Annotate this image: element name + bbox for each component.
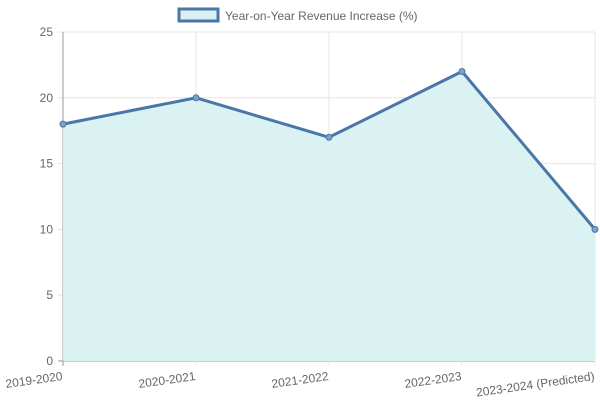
- x-tick-label: 2021-2022: [271, 369, 330, 391]
- series-area: [63, 71, 595, 361]
- series-marks: [59, 67, 599, 361]
- x-tick-label: 2022-2023: [404, 369, 463, 391]
- data-point: [59, 120, 67, 128]
- y-tick-label: 0: [46, 354, 53, 368]
- y-tick-label: 10: [40, 222, 54, 236]
- legend-swatch: [177, 7, 220, 23]
- data-point: [325, 133, 333, 141]
- data-point: [591, 225, 599, 233]
- legend[interactable]: Year-on-Year Revenue Increase (%): [177, 7, 418, 23]
- y-tick-label: 5: [46, 288, 53, 302]
- x-tick-label: 2020-2021: [138, 369, 197, 391]
- x-tick-label: 2019-2020: [5, 369, 64, 391]
- data-point: [458, 67, 466, 75]
- legend-label: Year-on-Year Revenue Increase (%): [225, 9, 418, 23]
- y-tick-label: 15: [40, 157, 54, 171]
- y-tick-label: 25: [40, 25, 54, 39]
- x-tick-label: 2023-2024 (Predicted): [475, 369, 595, 399]
- y-tick-label: 20: [40, 91, 54, 105]
- data-point: [192, 94, 200, 102]
